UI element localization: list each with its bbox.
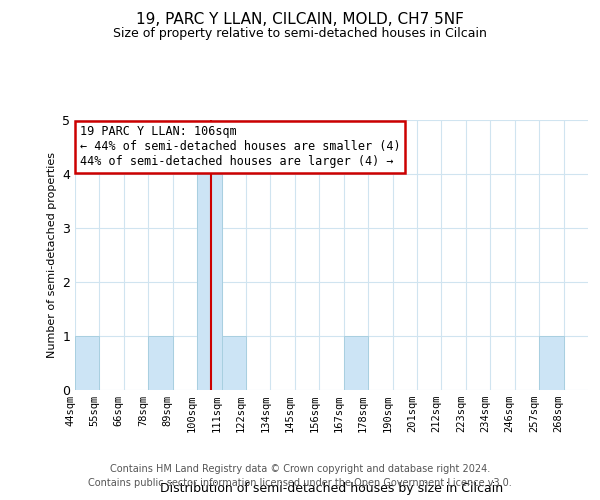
Bar [539,336,563,390]
X-axis label: Distribution of semi-detached houses by size in Cilcain: Distribution of semi-detached houses by … [160,482,503,496]
Text: 19 PARC Y LLAN: 106sqm
← 44% of semi-detached houses are smaller (4)
44% of semi: 19 PARC Y LLAN: 106sqm ← 44% of semi-det… [80,126,401,168]
Y-axis label: Number of semi-detached properties: Number of semi-detached properties [47,152,56,358]
Bar [148,336,173,390]
Text: Contains HM Land Registry data © Crown copyright and database right 2024.
Contai: Contains HM Land Registry data © Crown c… [88,464,512,487]
Bar [344,336,368,390]
Bar [197,174,221,390]
Bar [75,336,100,390]
Text: 19, PARC Y LLAN, CILCAIN, MOLD, CH7 5NF: 19, PARC Y LLAN, CILCAIN, MOLD, CH7 5NF [136,12,464,28]
Text: Size of property relative to semi-detached houses in Cilcain: Size of property relative to semi-detach… [113,28,487,40]
Bar [221,336,246,390]
